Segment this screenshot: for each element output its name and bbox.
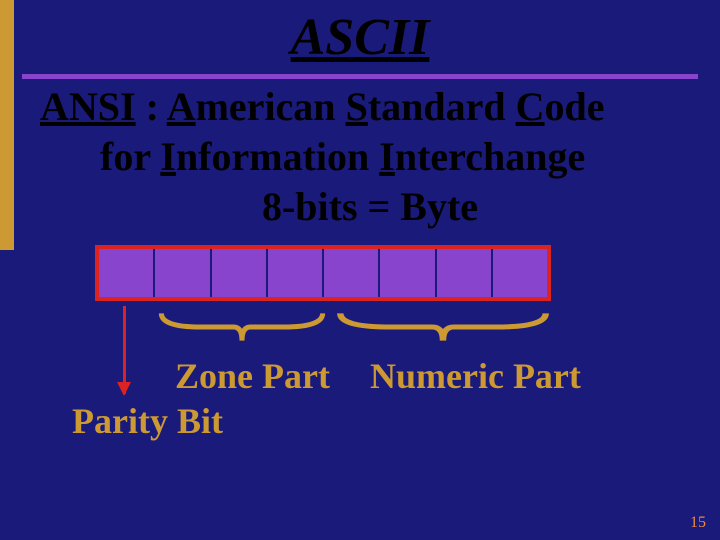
numeric-brace: [336, 310, 550, 344]
information: nformation: [176, 134, 379, 179]
zone-brace: [158, 310, 326, 344]
bit-cell: [324, 249, 380, 297]
interchange: nterchange: [395, 134, 585, 179]
letter-a: A: [167, 84, 196, 129]
ansi-word: ANSI: [40, 84, 136, 129]
slide-number: 15: [690, 514, 706, 532]
letter-i2: I: [379, 134, 395, 179]
bit-cell: [212, 249, 268, 297]
bit-cell: [99, 249, 155, 297]
parity-bit-label: Parity Bit: [72, 400, 223, 442]
subtitle-block: ANSI : American Standard Code for Inform…: [40, 82, 700, 232]
zone-part-label: Zone Part: [175, 355, 330, 397]
bit-cell: [268, 249, 324, 297]
title-underline: [22, 74, 698, 79]
bit-cell: [437, 249, 493, 297]
sep: :: [136, 84, 167, 129]
code: ode: [545, 84, 605, 129]
standard: tandard: [368, 84, 516, 129]
for: for: [100, 134, 160, 179]
letter-c: C: [516, 84, 545, 129]
american: merican: [196, 84, 346, 129]
bits-byte-line: 8-bits = Byte: [40, 182, 700, 232]
numeric-part-label: Numeric Part: [370, 355, 581, 397]
parity-arrow: [123, 306, 126, 394]
byte-diagram: [95, 245, 551, 301]
bit-cell: [380, 249, 436, 297]
letter-s: S: [346, 84, 368, 129]
bit-cell: [493, 249, 547, 297]
bit-cell: [155, 249, 211, 297]
slide-title: ASCII: [0, 8, 720, 67]
letter-i1: I: [160, 134, 176, 179]
